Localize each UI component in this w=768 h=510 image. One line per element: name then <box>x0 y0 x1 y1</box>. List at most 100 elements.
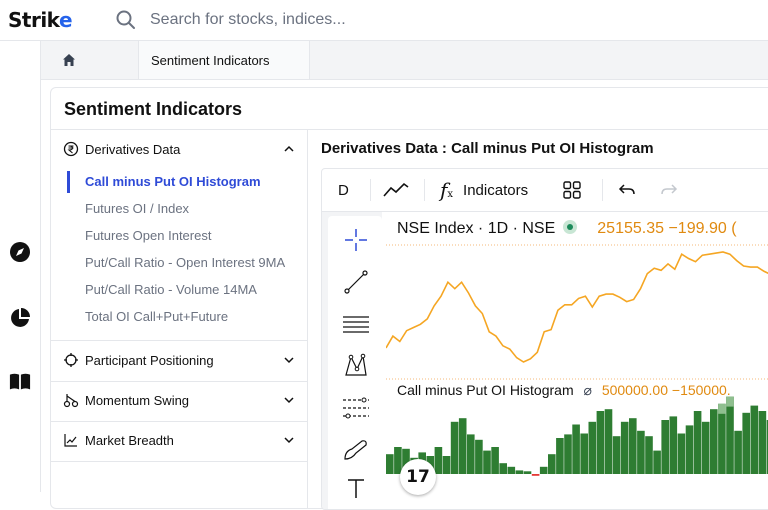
chart-plot-area[interactable]: NSE Index · 1D · NSE 25155.35 −199.90 ( C… <box>385 212 768 509</box>
histogram-bar <box>539 466 548 474</box>
section-label: Market Breadth <box>85 432 174 448</box>
histogram-bar <box>758 411 767 474</box>
interval-button[interactable]: D <box>338 181 349 199</box>
section-momentum-swing[interactable]: Momentum Swing <box>51 381 307 422</box>
toolbar-divider <box>602 179 603 201</box>
histogram-bar <box>483 450 491 474</box>
histogram-bar <box>450 421 459 474</box>
undo-button[interactable] <box>618 169 636 211</box>
panel-title: Sentiment Indicators <box>64 99 243 119</box>
sidebar-item-total-oi[interactable]: Total OI Call+Put+Future <box>85 309 229 324</box>
top-bar: Strike <box>0 0 768 41</box>
drawing-toolbar <box>322 212 382 509</box>
histogram-bar <box>475 439 483 474</box>
pie-chart-icon[interactable] <box>9 307 31 329</box>
fib-tool[interactable] <box>342 394 370 422</box>
strike-logo[interactable]: Strike <box>8 8 73 32</box>
histogram-bar <box>402 448 410 474</box>
histogram-bar <box>645 436 653 474</box>
swing-icon <box>63 394 79 408</box>
histogram-bar <box>467 434 475 474</box>
histogram-bar <box>572 424 580 474</box>
layout-button[interactable] <box>562 169 582 211</box>
divider <box>51 129 768 130</box>
histogram-bar <box>507 466 516 474</box>
section-header-derivatives[interactable]: Derivatives Data <box>63 130 180 168</box>
tab-sentiment-indicators[interactable]: Sentiment Indicators <box>138 41 310 79</box>
search-bar[interactable] <box>116 8 712 32</box>
histogram-bar <box>612 436 621 474</box>
sidebar-item-pcr-volume-14ma[interactable]: Put/Call Ratio - Volume 14MA <box>85 282 257 297</box>
section-header-momentum[interactable]: Momentum Swing <box>63 381 189 419</box>
histogram-bar <box>637 430 645 474</box>
book-icon[interactable] <box>9 371 31 393</box>
home-icon <box>63 54 75 66</box>
crosshair-tool[interactable] <box>342 226 370 254</box>
chevron-up-icon[interactable] <box>283 143 295 155</box>
section-header-participant[interactable]: Participant Positioning <box>63 341 214 379</box>
section-label: Participant Positioning <box>85 352 214 368</box>
chevron-down-icon[interactable] <box>283 354 295 366</box>
histogram-bar <box>742 412 750 474</box>
hidden-eye-icon[interactable]: ⌀ <box>583 382 592 398</box>
sidebar-item-futures-open-interest[interactable]: Futures Open Interest <box>85 228 212 243</box>
chevron-down-icon[interactable] <box>283 434 295 446</box>
section-label: Derivatives Data <box>85 141 181 157</box>
histogram-bar <box>434 447 443 474</box>
price-legend: NSE Index · 1D · NSE 25155.35 −199.90 ( <box>397 220 737 238</box>
histogram-bar <box>677 433 686 474</box>
chart-type-button[interactable] <box>382 169 410 211</box>
brush-icon <box>344 440 367 460</box>
line-chart-icon <box>383 182 409 197</box>
home-tab[interactable] <box>41 41 97 79</box>
indicator-sidebar: Derivatives Data Call minus Put OI Histo… <box>51 130 308 508</box>
histogram-bar <box>556 438 564 474</box>
compass-icon[interactable] <box>9 241 31 263</box>
sidebar-item-futures-oi-index[interactable]: Futures OI / Index <box>85 201 190 216</box>
rupee-coin-icon <box>63 141 79 157</box>
histogram-bar <box>701 421 710 474</box>
tradingview-logo[interactable]: 17 <box>400 459 436 495</box>
tabs-bar: Sentiment Indicators <box>41 41 768 80</box>
sidebar-item-pcr-oi-9ma[interactable]: Put/Call Ratio - Open Interest 9MA <box>85 255 286 270</box>
section-participant-positioning[interactable]: Participant Positioning <box>51 341 307 382</box>
trend-line-tool[interactable] <box>342 268 370 296</box>
histogram-bar <box>531 474 540 476</box>
price-line <box>385 251 768 363</box>
histogram-bar <box>710 409 718 474</box>
horizontal-lines-tool[interactable] <box>342 310 370 338</box>
section-header-breadth[interactable]: Market Breadth <box>63 421 174 459</box>
toolbar-divider <box>424 179 425 201</box>
grid-layout-icon <box>563 181 581 199</box>
histogram-bar <box>458 418 467 474</box>
histogram-bar <box>548 454 556 474</box>
histogram-bar <box>661 420 669 474</box>
text-tool[interactable] <box>342 474 370 502</box>
fibonacci-icon <box>343 397 369 419</box>
histogram-bar <box>580 433 588 474</box>
histogram-legend: Call minus Put OI Histogram ⌀ 500000.00 … <box>397 382 731 399</box>
redo-icon <box>661 184 678 195</box>
sidebar-item-call-minus-put[interactable]: Call minus Put OI Histogram <box>67 171 261 193</box>
price-values: 25155.35 −199.90 ( <box>597 220 737 237</box>
histogram-bar <box>685 425 694 474</box>
histogram-bar-highlight <box>718 403 726 414</box>
sentiment-panel: Sentiment Indicators Derivatives Data Ca… <box>50 87 768 510</box>
histogram-bar <box>515 470 524 474</box>
histogram-bar <box>499 463 507 474</box>
search-input[interactable] <box>148 10 712 30</box>
chevron-down-icon[interactable] <box>283 394 295 406</box>
indicators-button[interactable]: fx Indicators <box>440 169 528 211</box>
histogram-bar <box>766 420 768 474</box>
histogram-bar <box>386 454 394 474</box>
pattern-tool[interactable] <box>342 352 370 380</box>
brush-tool[interactable] <box>342 436 370 464</box>
histogram-bar <box>629 418 637 474</box>
section-market-breadth[interactable]: Market Breadth <box>51 421 307 462</box>
histogram-bar <box>669 416 678 474</box>
histogram-bar <box>564 434 572 474</box>
symbol-label: NSE Index · 1D · NSE <box>397 220 556 237</box>
section-derivatives-data: Derivatives Data Call minus Put OI Histo… <box>51 130 307 341</box>
redo-button[interactable] <box>660 169 678 211</box>
histogram-bar <box>596 411 605 474</box>
